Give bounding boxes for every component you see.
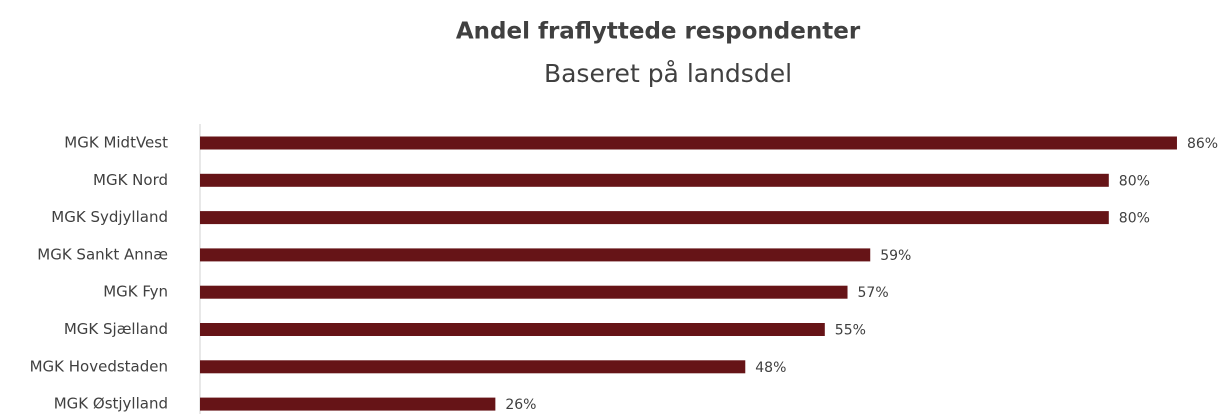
bar: [200, 211, 1109, 225]
data-label: 86%: [1187, 136, 1218, 152]
category-label: MGK MidtVest: [64, 134, 168, 152]
data-label: 80%: [1119, 211, 1150, 227]
category-label: MGK Fyn: [103, 283, 168, 301]
data-label: 59%: [880, 248, 911, 264]
data-label: 48%: [755, 360, 786, 376]
category-label: MGK Hovedstaden: [30, 357, 168, 375]
bar: [200, 360, 746, 374]
bar: [200, 397, 496, 411]
category-label: MGK Sjælland: [64, 320, 168, 338]
bar: [200, 173, 1109, 187]
chart-subtitle: Baseret på landsdel: [544, 59, 792, 88]
category-label: MGK Nord: [93, 171, 168, 189]
data-label: 55%: [835, 323, 866, 339]
bar: [200, 248, 871, 262]
category-label: MGK Sydjylland: [51, 208, 168, 226]
category-label: MGK Sankt Annæ: [37, 245, 168, 263]
category-label: MGK Østjylland: [54, 395, 168, 413]
bar: [200, 285, 848, 299]
chart-title: Andel fraflyttede respondenter: [456, 19, 861, 45]
data-label: 57%: [858, 285, 889, 301]
data-label: 26%: [505, 397, 536, 413]
bar: [200, 136, 1177, 150]
bar: [200, 323, 825, 336]
data-label: 80%: [1119, 173, 1150, 189]
